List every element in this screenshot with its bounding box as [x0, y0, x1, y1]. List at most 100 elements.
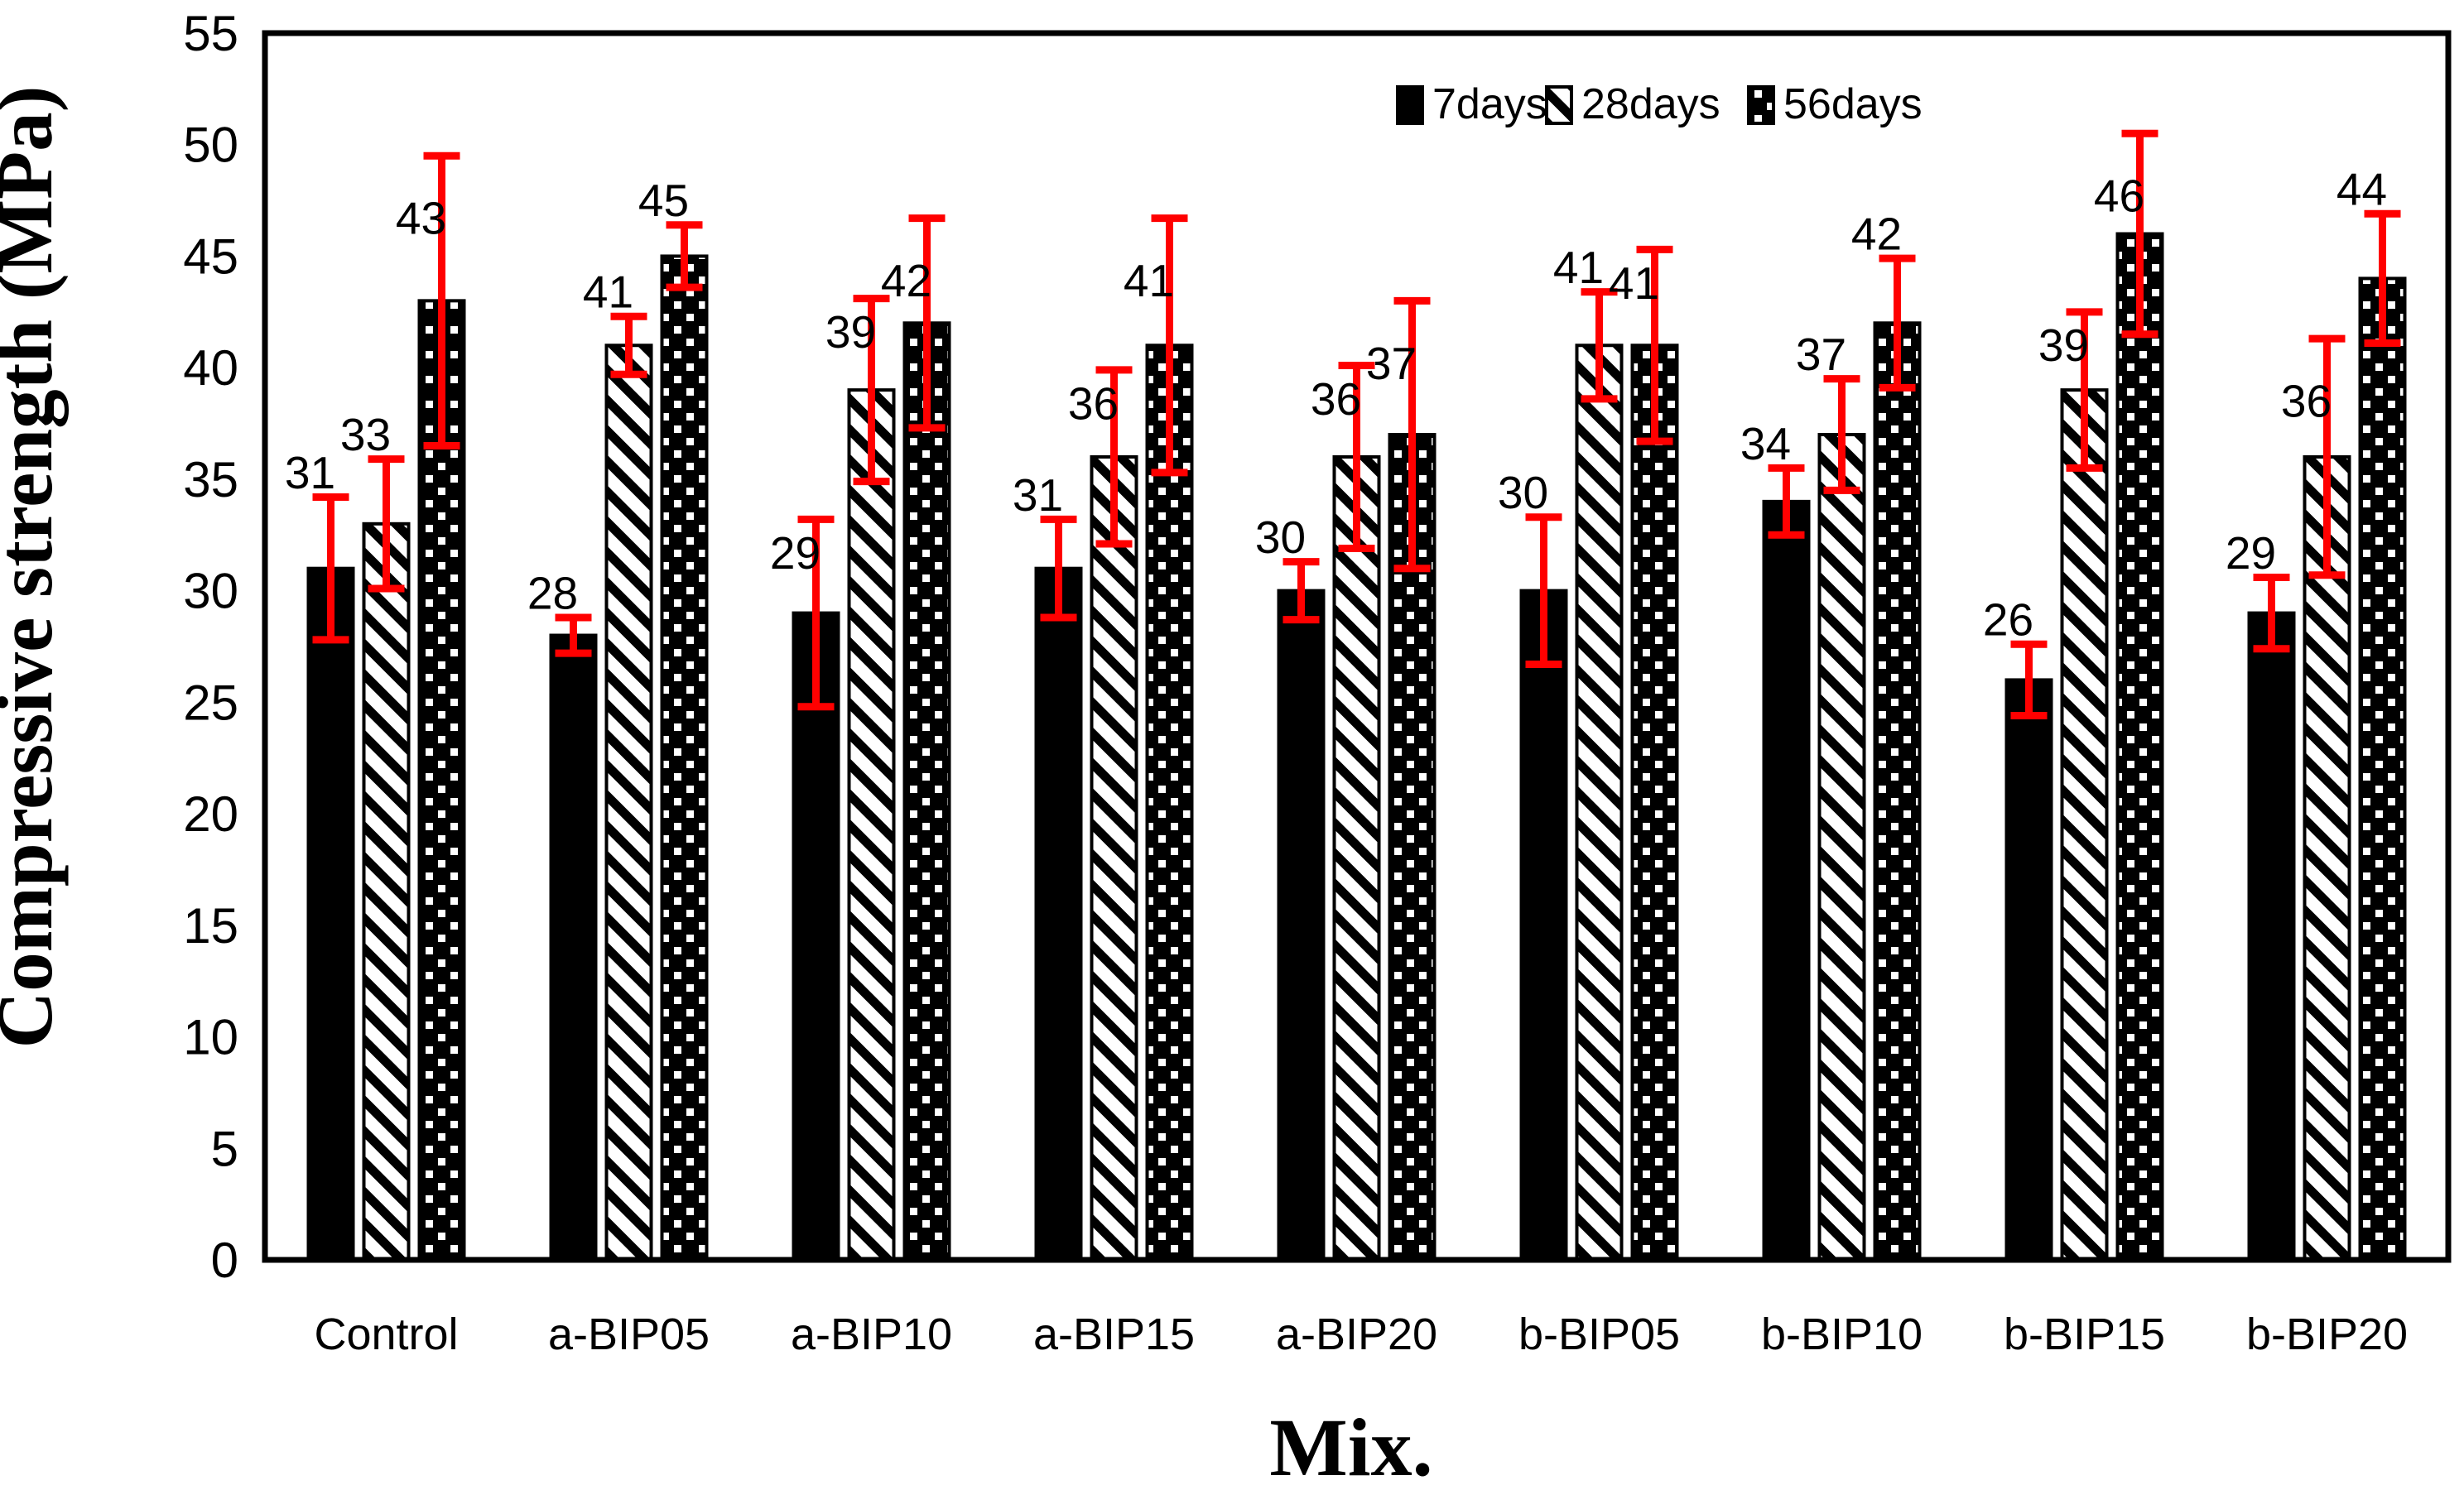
value-label-56days-b-BIP05: 41 — [1609, 257, 1659, 309]
error-bar-28days-b-BIP15 — [2066, 308, 2103, 472]
y-tick-label-20: 20 — [183, 786, 238, 842]
value-label-7days-a-BIP10: 29 — [770, 527, 821, 579]
value-label-56days-a-BIP05: 45 — [638, 175, 689, 226]
bar-56days-b-BIP10 — [1873, 321, 1922, 1262]
y-tick-label-15: 15 — [183, 898, 238, 954]
error-bar-28days-Control — [368, 455, 405, 593]
error-bar-56days-a-BIP20 — [1393, 296, 1431, 573]
error-bar-7days-b-BIP10 — [1768, 464, 1805, 539]
error-bar-7days-b-BIP20 — [2253, 573, 2290, 653]
bar-28days-a-BIP15 — [1090, 454, 1138, 1262]
bar-28days-a-BIP10 — [847, 388, 896, 1262]
error-bar-56days-b-BIP20 — [2364, 209, 2401, 348]
value-label-56days-a-BIP10: 42 — [881, 255, 931, 306]
error-bar-56days-b-BIP05 — [1636, 245, 1673, 445]
legend-swatch-7days — [1396, 85, 1424, 125]
value-label-28days-a-BIP20: 36 — [1311, 373, 1361, 425]
error-bar-7days-a-BIP15 — [1040, 515, 1077, 622]
error-bar-7days-a-BIP05 — [555, 613, 592, 657]
value-label-28days-b-BIP20: 36 — [2281, 376, 2332, 427]
value-label-56days-a-BIP20: 37 — [1366, 338, 1417, 389]
bar-56days-a-BIP15 — [1145, 344, 1194, 1262]
bar-28days-b-BIP15 — [2060, 388, 2109, 1262]
bar-56days-b-BIP05 — [1630, 344, 1679, 1262]
x-category-label-a-BIP15: a-BIP15 — [1033, 1310, 1195, 1359]
error-bar-7days-b-BIP05 — [1525, 513, 1562, 669]
error-bar-28days-b-BIP05 — [1581, 288, 1618, 403]
legend-swatch-28days — [1545, 85, 1573, 125]
value-label-56days-b-BIP15: 46 — [2094, 171, 2144, 222]
legend-label-7days: 7days — [1432, 80, 1547, 128]
y-tick-label-30: 30 — [183, 564, 238, 619]
value-label-56days-b-BIP10: 42 — [1851, 209, 1902, 260]
x-category-label-b-BIP10: b-BIP10 — [1761, 1310, 1923, 1359]
error-bar-56days-a-BIP05 — [666, 221, 703, 291]
bar-7days-b-BIP10 — [1762, 499, 1811, 1262]
x-category-label-b-BIP05: b-BIP05 — [1518, 1310, 1680, 1359]
bar-56days-a-BIP10 — [902, 321, 951, 1262]
value-label-7days-b-BIP15: 26 — [1983, 594, 2033, 646]
value-label-7days-b-BIP20: 29 — [2226, 527, 2276, 579]
x-category-label-a-BIP05: a-BIP05 — [548, 1310, 710, 1359]
plot-area: 0 5 10 15 20 25 30 35 40 45 50 55 Control a-BIP05 a-BI… — [183, 6, 2408, 1359]
bar-7days-a-BIP05 — [549, 633, 598, 1262]
value-label-7days-a-BIP15: 31 — [1013, 469, 1063, 521]
y-tick-label-40: 40 — [183, 340, 238, 396]
value-label-28days-Control: 33 — [340, 409, 391, 460]
y-tick-label-5: 5 — [211, 1121, 238, 1176]
error-bar-28days-a-BIP20 — [1338, 361, 1375, 552]
y-tick-label-25: 25 — [183, 675, 238, 730]
x-category-label-Control: Control — [314, 1310, 458, 1359]
y-tick-label-0: 0 — [211, 1233, 238, 1288]
error-bar-7days-b-BIP15 — [2010, 640, 2048, 720]
bar-7days-a-BIP15 — [1034, 566, 1083, 1262]
y-tick-label-55: 55 — [183, 6, 238, 61]
y-tick-label-10: 10 — [183, 1010, 238, 1065]
value-label-7days-a-BIP05: 28 — [527, 567, 578, 618]
legend-label-56days: 56days — [1783, 80, 1923, 128]
error-bar-28days-b-BIP10 — [1823, 375, 1860, 494]
bar-28days-b-BIP05 — [1575, 344, 1624, 1262]
error-bar-56days-a-BIP10 — [908, 214, 946, 432]
bar-28days-a-BIP05 — [604, 344, 653, 1262]
y-tick-label-45: 45 — [183, 228, 238, 284]
value-label-56days-a-BIP15: 41 — [1124, 255, 1174, 306]
x-axis-title: Mix. — [1269, 1401, 1432, 1490]
value-label-28days-b-BIP15: 39 — [2038, 320, 2089, 371]
value-label-56days-b-BIP20: 44 — [2336, 164, 2387, 215]
value-label-28days-a-BIP15: 36 — [1068, 377, 1119, 429]
bar-7days-Control — [306, 566, 355, 1262]
error-bar-7days-a-BIP10 — [797, 515, 835, 711]
x-category-label-a-BIP10: a-BIP10 — [791, 1310, 952, 1359]
legend-swatch-56days — [1747, 85, 1775, 125]
bar-28days-Control — [362, 522, 411, 1262]
value-label-28days-b-BIP05: 41 — [1553, 242, 1604, 293]
plot-border — [262, 30, 2452, 1263]
bar-28days-a-BIP20 — [1332, 454, 1381, 1262]
x-category-label-b-BIP20: b-BIP20 — [2246, 1310, 2408, 1359]
error-bar-28days-a-BIP15 — [1095, 366, 1133, 548]
error-bar-56days-a-BIP15 — [1151, 214, 1188, 477]
error-bar-56days-Control — [423, 151, 460, 449]
value-label-7days-b-BIP10: 34 — [1740, 418, 1791, 469]
bar-56days-b-BIP20 — [2358, 276, 2407, 1262]
value-label-7days-Control: 31 — [285, 447, 335, 498]
bar-56days-b-BIP15 — [2115, 232, 2164, 1262]
value-label-56days-Control: 43 — [396, 193, 446, 244]
bar-7days-b-BIP05 — [1519, 589, 1568, 1262]
error-bar-7days-a-BIP20 — [1283, 558, 1320, 624]
y-tick-label-50: 50 — [183, 118, 238, 173]
legend-label-28days: 28days — [1581, 80, 1720, 128]
value-label-7days-a-BIP20: 30 — [1255, 512, 1306, 563]
bar-56days-a-BIP05 — [660, 254, 709, 1262]
value-label-28days-a-BIP05: 41 — [583, 267, 633, 318]
error-bar-28days-b-BIP20 — [2308, 334, 2346, 579]
error-bar-56days-b-BIP10 — [1879, 254, 1916, 392]
y-axis-title: Compressive strength (MPa) — [0, 86, 69, 1049]
x-category-label-b-BIP15: b-BIP15 — [2004, 1310, 2165, 1359]
value-label-28days-a-BIP10: 39 — [825, 306, 876, 358]
value-label-7days-b-BIP05: 30 — [1498, 467, 1548, 518]
value-label-28days-b-BIP10: 37 — [1796, 329, 1846, 380]
